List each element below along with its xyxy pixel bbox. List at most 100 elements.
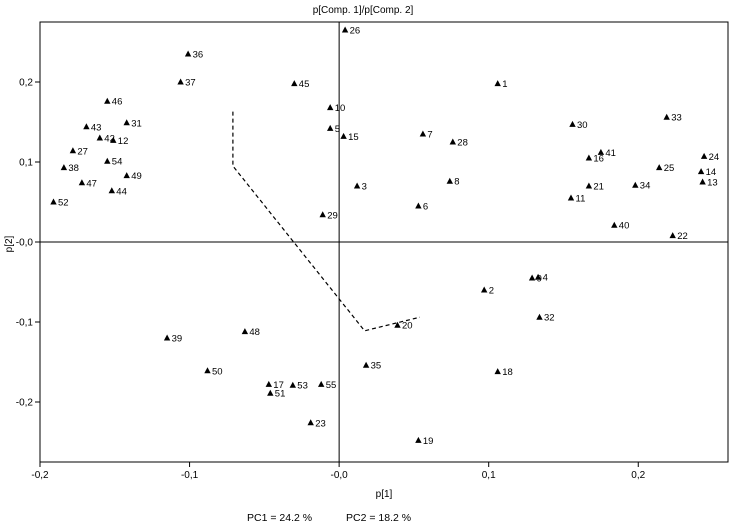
data-point-label: 24 xyxy=(709,152,720,163)
data-point-label: 21 xyxy=(593,182,604,193)
data-point-label: 38 xyxy=(68,163,79,174)
data-point-marker xyxy=(611,221,618,228)
data-point-marker xyxy=(123,119,130,126)
data-point-marker xyxy=(528,274,536,281)
data-point-label: 42 xyxy=(104,134,115,145)
data-point-label: 13 xyxy=(707,178,718,189)
data-point-label: 3 xyxy=(362,182,367,193)
x-tick-label: -0,2 xyxy=(31,470,49,481)
y-axis-label: p[2] xyxy=(4,235,15,252)
data-point-label: 47 xyxy=(86,178,97,189)
data-point-label: 46 xyxy=(112,97,123,108)
data-point-label: 35 xyxy=(371,361,382,372)
data-point-label: 48 xyxy=(249,327,260,338)
chart-title: p[Comp. 1]/p[Comp. 2] xyxy=(313,5,414,16)
data-point-label: 18 xyxy=(502,367,513,378)
data-point-label: 34 xyxy=(640,181,651,192)
data-point-label: 52 xyxy=(58,198,69,209)
data-point-marker xyxy=(699,178,706,185)
data-point-marker xyxy=(69,147,77,154)
data-point-marker xyxy=(50,198,57,205)
data-point-marker xyxy=(419,130,427,137)
data-point-marker xyxy=(585,154,593,161)
data-point-marker xyxy=(663,113,670,120)
data-point-marker xyxy=(415,436,422,443)
data-point-label: 55 xyxy=(326,380,337,391)
data-point-marker xyxy=(669,232,676,239)
data-point-label: 39 xyxy=(172,334,183,345)
data-point-label: 32 xyxy=(544,313,555,324)
data-point-marker xyxy=(241,328,249,335)
data-point-marker xyxy=(494,368,501,375)
data-point-marker xyxy=(340,132,347,139)
data-point-label: 43 xyxy=(91,122,102,133)
data-point-marker xyxy=(265,380,272,387)
data-point-marker xyxy=(534,273,542,280)
x-tick-label: 0,2 xyxy=(631,470,645,481)
data-point-label: 54 xyxy=(112,157,123,168)
data-point-marker xyxy=(163,334,171,341)
data-point-marker xyxy=(449,138,456,145)
data-point-marker xyxy=(110,136,117,143)
data-point-label: 53 xyxy=(297,381,308,392)
data-point-marker xyxy=(597,148,605,155)
data-point-label: 4 xyxy=(543,273,548,284)
data-point-label: 36 xyxy=(193,50,204,61)
data-point-label: 7 xyxy=(427,130,432,141)
data-point-label: 6 xyxy=(423,202,428,213)
data-point-label: 1 xyxy=(502,79,507,90)
data-point-marker xyxy=(494,80,501,87)
data-point-marker xyxy=(291,80,298,87)
data-point-marker xyxy=(60,164,68,171)
y-tick-label: -0,1 xyxy=(16,318,34,329)
data-point-label: 14 xyxy=(706,167,717,178)
y-tick-label: 0,1 xyxy=(19,158,33,169)
x-tick-label: -0,0 xyxy=(331,470,349,481)
data-point-label: 27 xyxy=(77,146,88,157)
data-point-label: 17 xyxy=(273,380,284,391)
data-point-marker xyxy=(341,26,349,33)
data-point-label: 15 xyxy=(348,132,359,143)
data-point-label: 22 xyxy=(677,231,688,242)
data-point-label: 16 xyxy=(593,154,604,165)
data-point-label: 23 xyxy=(315,418,326,429)
data-point-marker xyxy=(319,211,326,218)
data-point-label: 49 xyxy=(131,171,142,182)
data-point-label: 10 xyxy=(335,103,346,114)
data-point-marker xyxy=(632,181,639,188)
data-point-marker xyxy=(567,194,575,201)
y-tick-label: 0,2 xyxy=(19,78,33,89)
data-point-marker xyxy=(289,381,296,388)
y-tick-label: -0,0 xyxy=(16,238,34,249)
data-point-marker xyxy=(536,313,543,320)
data-point-marker xyxy=(108,187,115,194)
data-point-marker xyxy=(318,380,325,387)
data-point-label: 25 xyxy=(664,163,675,174)
data-point-marker xyxy=(96,134,103,141)
data-point-marker xyxy=(362,361,370,368)
data-point-marker xyxy=(327,124,334,131)
data-point-label: 9 xyxy=(537,274,542,285)
y-tick-label: -0,2 xyxy=(16,398,34,409)
data-point-marker xyxy=(569,120,576,127)
data-point-label: 33 xyxy=(671,113,682,124)
axes-layer: -0,2 -0,1 -0,0 0,1 0,2 -0,2 -0,1 -0,0 0,1 0,2 xyxy=(16,22,728,481)
data-point-marker xyxy=(177,78,184,85)
data-point-marker xyxy=(123,172,130,179)
data-point-label: 19 xyxy=(423,436,434,447)
data-point-label: 28 xyxy=(457,138,468,149)
data-point-label: 26 xyxy=(350,26,361,37)
x-tick-label: -0,1 xyxy=(181,470,199,481)
data-point-label: 41 xyxy=(605,148,616,159)
data-point-marker xyxy=(353,182,361,189)
data-point-label: 45 xyxy=(299,79,310,90)
data-point-label: 44 xyxy=(116,186,127,197)
pc1-variance: PC1 = 24.2 % xyxy=(247,512,313,524)
data-point-marker xyxy=(307,419,314,426)
points-layer: 1234567891011121314151617181920212223242… xyxy=(50,26,719,447)
data-point-marker xyxy=(394,321,401,328)
data-point-label: 5 xyxy=(335,124,340,135)
data-point-label: 37 xyxy=(185,78,196,89)
x-axis-label: p[1] xyxy=(376,489,393,500)
